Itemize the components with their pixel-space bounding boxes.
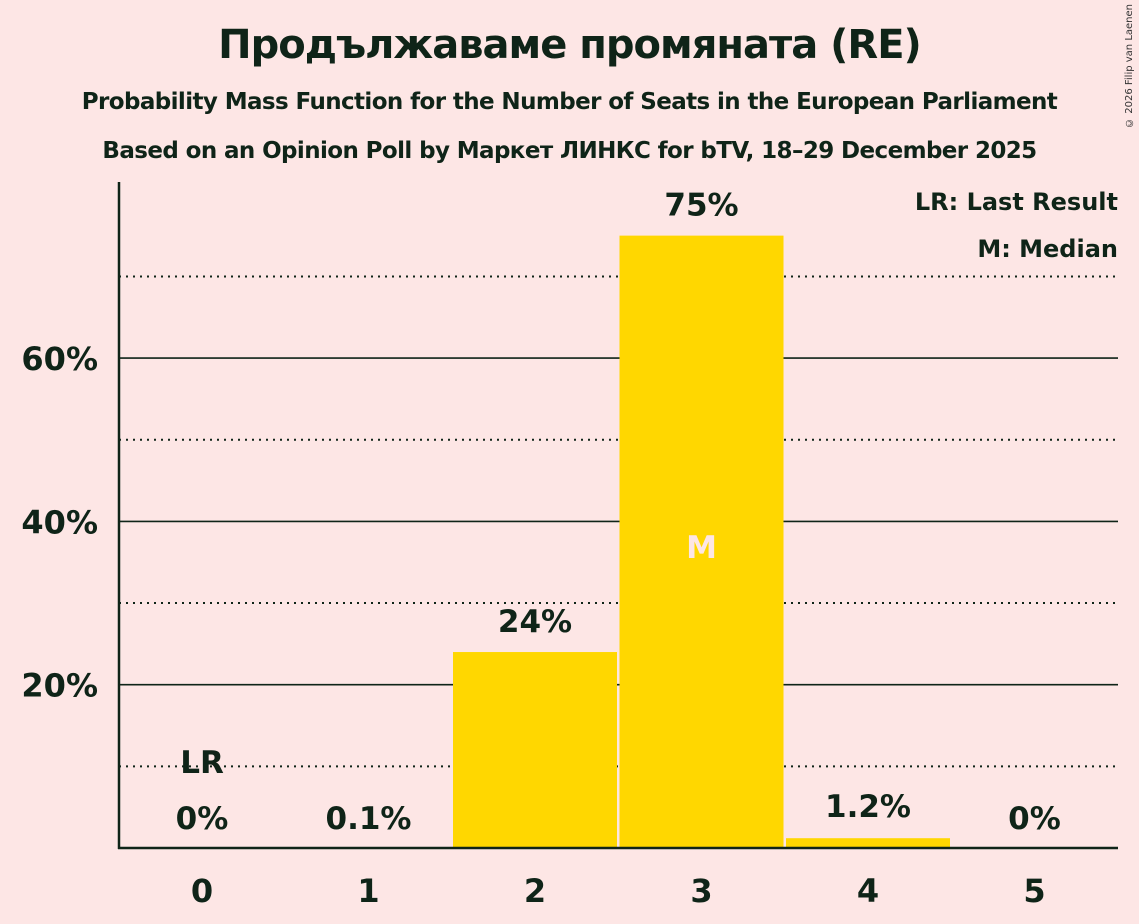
bar-seats-3 bbox=[619, 235, 784, 848]
bar-value-label: 75% bbox=[664, 188, 738, 224]
bar-value-label: 0.1% bbox=[326, 801, 412, 837]
y-tick-label: 60% bbox=[21, 340, 98, 378]
x-tick-label: 4 bbox=[857, 872, 879, 910]
x-tick-label: 2 bbox=[524, 872, 546, 910]
x-tick-label: 5 bbox=[1023, 872, 1045, 910]
chart-subtitle: Probability Mass Function for the Number… bbox=[81, 89, 1058, 115]
median-marker: M bbox=[686, 530, 717, 566]
legend-median: M: Median bbox=[977, 235, 1118, 263]
x-tick-label: 1 bbox=[357, 872, 379, 910]
last-result-marker: LR bbox=[180, 745, 224, 781]
x-tick-label: 0 bbox=[191, 872, 213, 910]
bar-seats-2 bbox=[453, 652, 617, 848]
y-tick-label: 40% bbox=[21, 503, 98, 541]
bar-value-label: 1.2% bbox=[825, 789, 911, 825]
y-tick-label: 20% bbox=[21, 667, 98, 705]
chart-source: Based on an Opinion Poll by Маркет ЛИНКС… bbox=[102, 138, 1037, 164]
bar-value-label: 0% bbox=[176, 801, 229, 837]
bar-value-label: 24% bbox=[498, 604, 572, 640]
legend-last-result: LR: Last Result bbox=[915, 188, 1118, 216]
bar-seats-4 bbox=[786, 838, 950, 848]
x-tick-label: 3 bbox=[690, 872, 712, 910]
bar-value-label: 0% bbox=[1008, 801, 1061, 837]
chart-title: Продължаваме промяната (RE) bbox=[218, 22, 922, 68]
